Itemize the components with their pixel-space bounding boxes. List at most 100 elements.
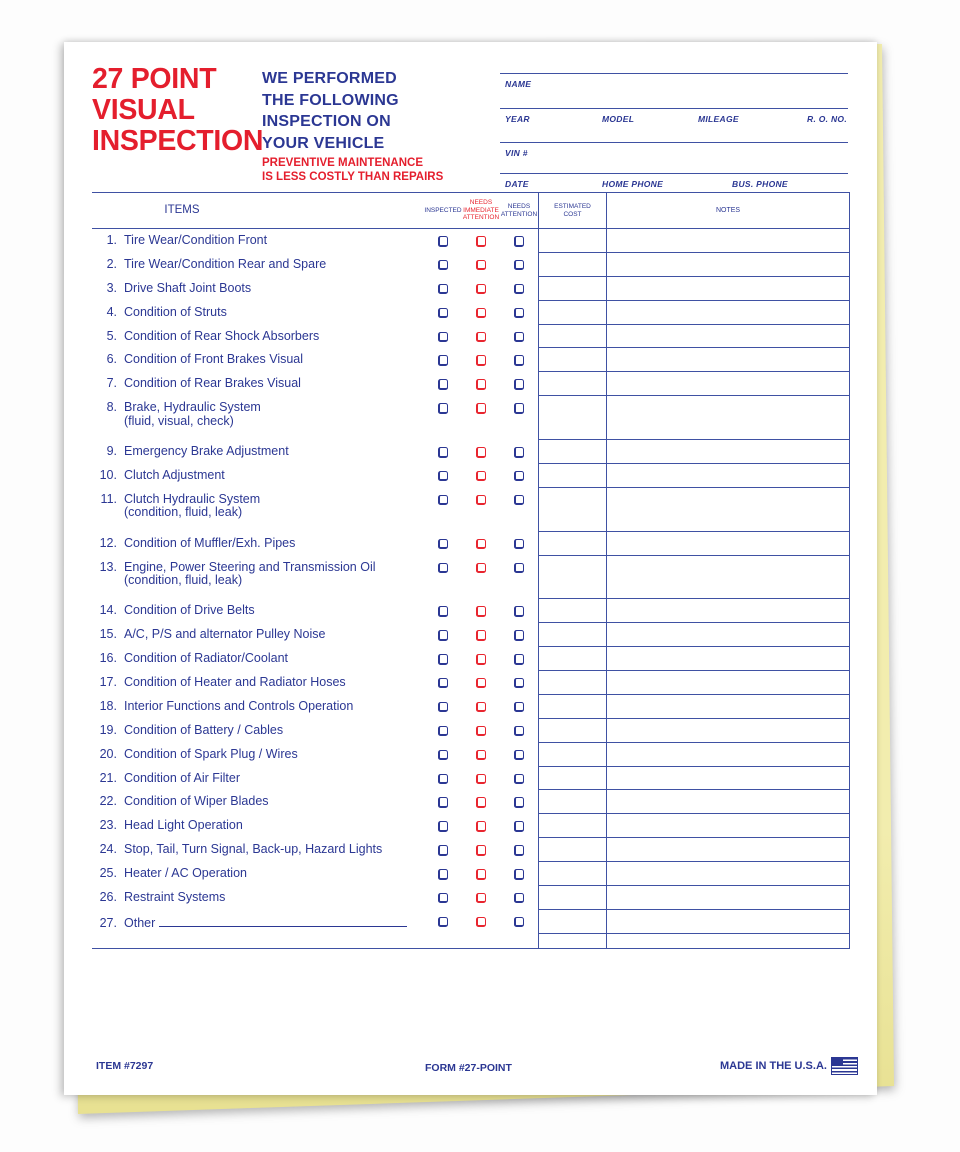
checkbox-needs-immediate-attention-item-2[interactable] <box>475 259 487 271</box>
checkbox-needs-attention-item-17[interactable] <box>513 677 525 689</box>
checkbox-needs-immediate-attention-item-22[interactable] <box>475 797 487 808</box>
notes-cell-item-27[interactable] <box>607 909 850 934</box>
name-field-line[interactable] <box>500 73 848 83</box>
estimated-cost-cell-item-19[interactable] <box>538 718 607 743</box>
notes-cell-item-3[interactable] <box>607 276 850 301</box>
checkbox-needs-immediate-attention-item-21[interactable] <box>475 773 487 785</box>
checkbox-inspected-item-26[interactable] <box>437 892 449 904</box>
checkbox-needs-immediate-attention-item-14[interactable] <box>475 606 487 617</box>
estimated-cost-cell-item-15[interactable] <box>538 623 607 648</box>
estimated-cost-cell-item-21[interactable] <box>538 766 607 791</box>
checkbox-needs-attention-item-5[interactable] <box>513 331 525 343</box>
checkbox-needs-immediate-attention-item-7[interactable] <box>475 379 487 390</box>
checkbox-needs-attention-item-20[interactable] <box>513 749 525 761</box>
vin-field-line[interactable] <box>500 142 848 152</box>
checkbox-needs-immediate-attention-item-18[interactable] <box>475 701 487 713</box>
notes-cell-item-23[interactable] <box>607 814 850 839</box>
checkbox-inspected-item-5[interactable] <box>437 331 449 343</box>
notes-cell-item-10[interactable] <box>607 463 850 488</box>
estimated-cost-cell-item-7[interactable] <box>538 372 607 397</box>
estimated-cost-cell-item-12[interactable] <box>538 531 607 556</box>
checkbox-needs-attention-item-4[interactable] <box>513 307 525 319</box>
checkbox-needs-immediate-attention-item-4[interactable] <box>475 307 487 319</box>
checkbox-inspected-item-22[interactable] <box>437 797 449 808</box>
notes-cell-item-24[interactable] <box>607 838 850 863</box>
notes-cell-item-11[interactable] <box>607 487 850 532</box>
checkbox-needs-immediate-attention-item-6[interactable] <box>475 355 487 366</box>
checkbox-needs-immediate-attention-item-25[interactable] <box>475 869 487 880</box>
notes-cell-item-18[interactable] <box>607 694 850 719</box>
checkbox-needs-immediate-attention-item-8[interactable] <box>475 403 487 414</box>
checkbox-inspected-item-14[interactable] <box>437 606 449 617</box>
notes-cell-item-22[interactable] <box>607 790 850 815</box>
checkbox-inspected-item-10[interactable] <box>437 470 449 482</box>
notes-cell-item-7[interactable] <box>607 372 850 397</box>
estimated-cost-cell-item-13[interactable] <box>538 555 607 600</box>
checkbox-inspected-item-23[interactable] <box>437 821 449 832</box>
checkbox-inspected-item-20[interactable] <box>437 749 449 761</box>
notes-cell-item-14[interactable] <box>607 599 850 624</box>
notes-cell-item-12[interactable] <box>607 531 850 556</box>
checkbox-inspected-item-21[interactable] <box>437 773 449 785</box>
checkbox-needs-attention-item-19[interactable] <box>513 725 525 737</box>
checkbox-inspected-item-6[interactable] <box>437 355 449 366</box>
notes-cell-item-15[interactable] <box>607 623 850 648</box>
estimated-cost-cell-item-16[interactable] <box>538 647 607 671</box>
checkbox-inspected-item-16[interactable] <box>437 654 449 665</box>
checkbox-needs-attention-item-21[interactable] <box>513 773 525 785</box>
checkbox-needs-attention-item-25[interactable] <box>513 869 525 880</box>
checkbox-needs-immediate-attention-item-1[interactable] <box>475 236 487 247</box>
checkbox-needs-attention-item-10[interactable] <box>513 470 525 482</box>
estimated-cost-cell-filler[interactable] <box>538 933 607 948</box>
checkbox-needs-attention-item-1[interactable] <box>513 236 525 247</box>
estimated-cost-cell-item-10[interactable] <box>538 463 607 488</box>
checkbox-needs-immediate-attention-item-27[interactable] <box>475 916 487 928</box>
checkbox-needs-immediate-attention-item-17[interactable] <box>475 677 487 689</box>
estimated-cost-cell-item-1[interactable] <box>538 229 607 253</box>
checkbox-inspected-item-9[interactable] <box>437 447 449 458</box>
notes-cell-item-6[interactable] <box>607 348 850 373</box>
checkbox-needs-immediate-attention-item-24[interactable] <box>475 845 487 856</box>
estimated-cost-cell-item-2[interactable] <box>538 252 607 277</box>
checkbox-needs-attention-item-11[interactable] <box>513 494 525 506</box>
checkbox-needs-immediate-attention-item-16[interactable] <box>475 654 487 665</box>
checkbox-inspected-item-7[interactable] <box>437 379 449 390</box>
checkbox-inspected-item-18[interactable] <box>437 701 449 713</box>
estimated-cost-cell-item-18[interactable] <box>538 694 607 719</box>
estimated-cost-cell-item-26[interactable] <box>538 885 607 910</box>
notes-cell-item-20[interactable] <box>607 742 850 767</box>
notes-cell-item-17[interactable] <box>607 670 850 695</box>
checkbox-needs-attention-item-14[interactable] <box>513 606 525 617</box>
notes-cell-item-16[interactable] <box>607 647 850 671</box>
notes-cell-item-13[interactable] <box>607 555 850 600</box>
estimated-cost-cell-item-17[interactable] <box>538 670 607 695</box>
notes-cell-filler[interactable] <box>607 933 850 948</box>
checkbox-inspected-item-17[interactable] <box>437 677 449 689</box>
checkbox-needs-immediate-attention-item-3[interactable] <box>475 283 487 295</box>
checkbox-needs-attention-item-8[interactable] <box>513 403 525 414</box>
checkbox-inspected-item-11[interactable] <box>437 494 449 506</box>
checkbox-needs-attention-item-7[interactable] <box>513 379 525 390</box>
checkbox-needs-immediate-attention-item-12[interactable] <box>475 538 487 550</box>
checkbox-needs-immediate-attention-item-13[interactable] <box>475 562 487 573</box>
checkbox-needs-attention-item-9[interactable] <box>513 447 525 458</box>
checkbox-needs-immediate-attention-item-5[interactable] <box>475 331 487 343</box>
checkbox-needs-attention-item-22[interactable] <box>513 797 525 808</box>
checkbox-inspected-item-3[interactable] <box>437 283 449 295</box>
checkbox-needs-immediate-attention-item-9[interactable] <box>475 447 487 458</box>
checkbox-needs-immediate-attention-item-11[interactable] <box>475 494 487 506</box>
checkbox-needs-attention-item-24[interactable] <box>513 845 525 856</box>
notes-cell-item-25[interactable] <box>607 862 850 886</box>
notes-cell-item-5[interactable] <box>607 324 850 349</box>
checkbox-inspected-item-13[interactable] <box>437 562 449 573</box>
checkbox-inspected-item-15[interactable] <box>437 630 449 641</box>
checkbox-needs-attention-item-2[interactable] <box>513 259 525 271</box>
notes-cell-item-2[interactable] <box>607 252 850 277</box>
notes-cell-item-19[interactable] <box>607 718 850 743</box>
estimated-cost-cell-item-9[interactable] <box>538 440 607 464</box>
checkbox-needs-attention-item-3[interactable] <box>513 283 525 295</box>
checkbox-needs-immediate-attention-item-26[interactable] <box>475 892 487 904</box>
other-blank-line[interactable] <box>159 915 408 927</box>
notes-cell-item-8[interactable] <box>607 396 850 441</box>
notes-cell-item-26[interactable] <box>607 885 850 910</box>
